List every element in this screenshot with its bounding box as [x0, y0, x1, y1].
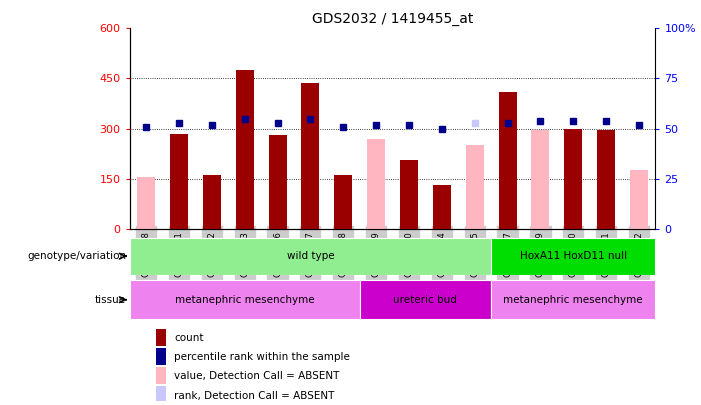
Bar: [130, 238, 491, 275]
Text: count: count: [175, 333, 204, 343]
Text: rank, Detection Call = ABSENT: rank, Detection Call = ABSENT: [175, 390, 335, 401]
Bar: [564, 129, 583, 229]
Bar: [597, 130, 615, 229]
Bar: [400, 160, 418, 229]
Text: tissue: tissue: [95, 295, 126, 305]
Bar: [203, 175, 221, 229]
Bar: [236, 70, 254, 229]
Bar: [465, 145, 484, 229]
Bar: [367, 139, 385, 229]
Bar: [491, 280, 655, 319]
Bar: [630, 171, 648, 229]
Text: value, Detection Call = ABSENT: value, Detection Call = ABSENT: [175, 371, 340, 382]
Bar: [170, 134, 188, 229]
Bar: [498, 92, 517, 229]
Text: metanephric mesenchyme: metanephric mesenchyme: [503, 295, 643, 305]
Text: wild type: wild type: [287, 251, 334, 261]
Text: ureteric bud: ureteric bud: [393, 295, 457, 305]
Text: HoxA11 HoxD11 null: HoxA11 HoxD11 null: [519, 251, 627, 261]
Bar: [156, 386, 167, 403]
Title: GDS2032 / 1419455_at: GDS2032 / 1419455_at: [312, 12, 473, 26]
Bar: [137, 177, 155, 229]
Bar: [156, 367, 167, 384]
Bar: [268, 135, 287, 229]
Bar: [334, 175, 353, 229]
Text: genotype/variation: genotype/variation: [27, 251, 126, 261]
Bar: [156, 348, 167, 365]
Bar: [156, 328, 167, 345]
Bar: [301, 83, 320, 229]
Bar: [433, 185, 451, 229]
Bar: [531, 130, 550, 229]
Text: percentile rank within the sample: percentile rank within the sample: [175, 352, 350, 362]
Text: metanephric mesenchyme: metanephric mesenchyme: [175, 295, 315, 305]
Bar: [130, 280, 360, 319]
Bar: [360, 280, 491, 319]
Bar: [491, 238, 655, 275]
